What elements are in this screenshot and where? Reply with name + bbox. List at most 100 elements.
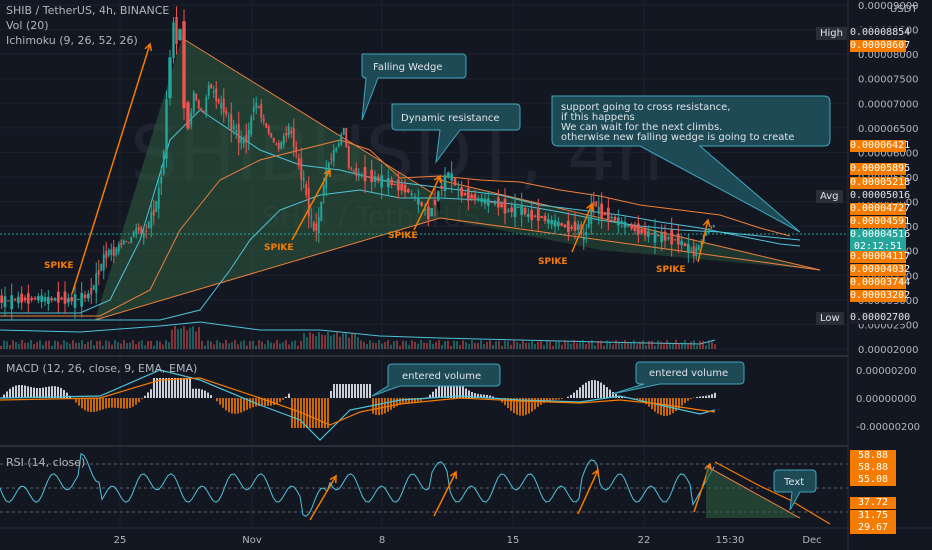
volume-bar xyxy=(627,343,629,349)
volume-bar xyxy=(609,341,611,349)
candle-body xyxy=(460,187,464,197)
candle-body xyxy=(357,172,360,177)
volume-bar xyxy=(333,334,335,349)
candle-body xyxy=(570,226,574,229)
callout-text-box[interactable]: Text xyxy=(705,465,817,519)
macd-hist-bar xyxy=(396,398,398,407)
macd-hist-bar xyxy=(675,398,677,411)
note-line-1: support going to cross resistance, xyxy=(561,102,730,113)
candle-body xyxy=(620,221,624,225)
candle-body xyxy=(272,137,275,143)
candle-body xyxy=(582,236,585,241)
macd-hist-bar xyxy=(219,398,221,405)
volume-bar xyxy=(525,342,527,349)
macd-hist-bar xyxy=(390,398,392,410)
spike-arrow-0 xyxy=(71,43,151,295)
volume-bar xyxy=(342,333,344,349)
callout-entered-volume-2[interactable]: entered volume xyxy=(611,361,745,395)
volume-bar xyxy=(135,344,137,349)
macd-hist-bar xyxy=(435,388,437,398)
macd-hist-bar xyxy=(273,398,275,406)
volume-bar xyxy=(438,340,440,349)
candle-body xyxy=(100,263,103,271)
macd-hist-bar xyxy=(78,398,80,406)
volume-bar xyxy=(180,328,182,349)
rsi-legend[interactable]: RSI (14, close) xyxy=(6,456,86,469)
macd-legend[interactable]: MACD (12, 26, close, 9, EMA, EMA) xyxy=(6,362,198,375)
macd-hist-bar xyxy=(183,378,185,398)
candle-body xyxy=(697,245,700,251)
volume-bar xyxy=(639,341,641,349)
candle-body xyxy=(202,110,205,114)
candle-body xyxy=(396,179,400,191)
candle-body xyxy=(360,174,364,177)
macd-hist-bar xyxy=(261,398,263,406)
volume-bar xyxy=(567,342,569,349)
volume-bar xyxy=(171,329,173,349)
macd-hist-bar xyxy=(243,398,245,412)
candle-body xyxy=(666,237,670,239)
volume-bar xyxy=(201,340,203,349)
volume-bar xyxy=(456,341,458,349)
candle-body xyxy=(406,189,410,193)
macd-hist-bar xyxy=(525,398,527,416)
volume-bar xyxy=(360,340,362,349)
macd-hist-bar xyxy=(471,391,473,398)
volume-bar xyxy=(99,340,101,349)
candle-body xyxy=(386,178,390,188)
vol-legend[interactable]: Vol (20) xyxy=(6,19,49,32)
spike-arrow-2 xyxy=(413,175,441,231)
callout-dynamic-resistance[interactable]: Dynamic resistance xyxy=(391,103,521,164)
time-tick-3: 15 xyxy=(507,535,520,546)
candle-body xyxy=(195,93,198,101)
candle-body xyxy=(473,194,477,201)
price-tag-5: 0.00005016 xyxy=(850,190,911,202)
volume-bar xyxy=(516,342,518,349)
rsi-arrow-0 xyxy=(309,475,337,521)
candle-body xyxy=(426,206,430,220)
volume-bar xyxy=(417,343,419,349)
rsi-tag-5: 29.67 xyxy=(850,522,896,534)
candle-body xyxy=(643,227,647,236)
macd-hist-bar xyxy=(135,398,137,405)
macd-hist-bar xyxy=(453,381,455,398)
candle-body xyxy=(13,299,17,301)
macd-hist-bar xyxy=(291,398,293,428)
candle-body xyxy=(120,243,123,245)
macd-hist-bar xyxy=(192,388,194,398)
volume-bar xyxy=(207,340,209,349)
candle-body xyxy=(352,170,355,172)
candle-body xyxy=(160,176,163,184)
candle-body xyxy=(137,227,140,231)
candle-body xyxy=(363,166,367,182)
chart-title[interactable]: SHIB / TetherUS, 4h, BINANCE xyxy=(6,4,170,17)
macd-hist-bar xyxy=(522,398,524,416)
callout-note[interactable]: support going to cross resistance, if th… xyxy=(551,95,831,233)
volume-bar xyxy=(15,341,17,349)
callout-falling-wedge[interactable]: Falling Wedge xyxy=(361,53,467,121)
spike-arrowhead-3 xyxy=(586,202,594,212)
callout-entered-volume-1[interactable]: entered volume xyxy=(371,363,501,397)
candle-body xyxy=(73,294,77,308)
macd-hist-bar xyxy=(321,398,323,428)
candle-body xyxy=(453,178,457,186)
candle-body xyxy=(646,231,650,237)
volume-bar xyxy=(711,341,713,349)
currency-label[interactable]: USDT xyxy=(890,4,918,15)
rsi-tag-3: 37.72 xyxy=(850,497,896,509)
macd-hist-bar xyxy=(600,382,602,398)
candle-body xyxy=(197,100,200,109)
macd-hist-bar xyxy=(705,395,707,398)
macd-hist-bar xyxy=(366,384,368,398)
volume-bar xyxy=(81,340,83,349)
macd-hist-bar xyxy=(687,398,689,401)
volume-bar xyxy=(57,341,59,349)
ichimoku-legend[interactable]: Ichimoku (9, 26, 52, 26) xyxy=(6,34,138,47)
candle-body xyxy=(340,134,343,145)
macd-hist-bar xyxy=(570,394,572,398)
volume-bar xyxy=(591,340,593,349)
macd-hist-bar xyxy=(195,388,197,398)
candle-body xyxy=(345,128,348,148)
macd-hist-bar xyxy=(516,398,518,415)
